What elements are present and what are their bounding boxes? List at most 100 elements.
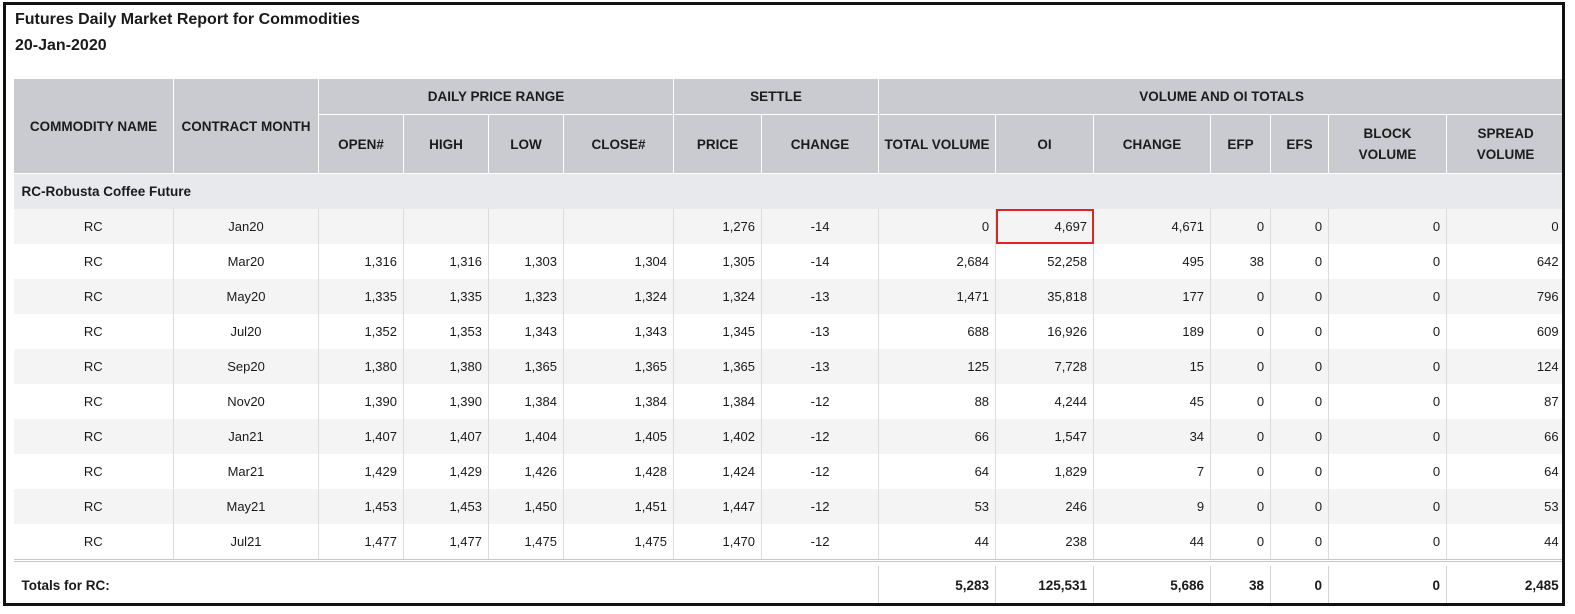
totals-oi: 125,531	[995, 566, 1095, 603]
cell-price: 1,470	[673, 524, 763, 561]
table-row: RC Mar20 1,316 1,316 1,303 1,304 1,305 -14 2,684…	[13, 244, 1562, 279]
cell-high: 1,453	[403, 489, 489, 524]
cell-efs: 0	[1270, 279, 1330, 314]
cell-efp: 38	[1210, 244, 1272, 279]
table-row: RC Jan20 1,276 -14 0 4,697 4,671 0 0 0 0	[13, 209, 1562, 244]
table-row: RC Jul21 1,477 1,477 1,475 1,475 1,470 -12 44 238…	[13, 524, 1562, 561]
cell-oi: 7,728	[995, 349, 1095, 384]
cell-total-volume: 1,471	[878, 279, 997, 314]
cell-commodity-name: RC	[13, 314, 174, 349]
cell-close: 1,405	[563, 419, 675, 454]
cell-close: 1,365	[563, 349, 675, 384]
cell-high: 1,390	[403, 384, 489, 419]
header-oi-change: CHANGE	[1093, 114, 1212, 174]
cell-change: -13	[761, 314, 880, 349]
cell-price: 1,345	[673, 314, 763, 349]
cell-spread-volume: 124	[1446, 349, 1562, 384]
cell-oi: 4,697	[995, 209, 1095, 244]
cell-block-volume: 0	[1328, 314, 1448, 349]
cell-spread-volume: 87	[1446, 384, 1562, 419]
cell-efs: 0	[1270, 384, 1330, 419]
cell-commodity-name: RC	[13, 279, 174, 314]
header-efs: EFS	[1270, 114, 1330, 174]
cell-high: 1,477	[403, 524, 489, 561]
cell-commodity-name: RC	[13, 419, 174, 454]
cell-low: 1,404	[488, 419, 564, 454]
cell-low: 1,365	[488, 349, 564, 384]
cell-contract-month: Mar20	[173, 244, 319, 279]
cell-commodity-name: RC	[13, 454, 174, 489]
cell-price: 1,447	[673, 489, 763, 524]
cell-total-volume: 688	[878, 314, 997, 349]
cell-price: 1,424	[673, 454, 763, 489]
cell-close: 1,428	[563, 454, 675, 489]
cell-efp: 0	[1210, 489, 1272, 524]
cell-contract-month: May20	[173, 279, 319, 314]
header-volume-oi-totals: VOLUME AND OI TOTALS	[878, 78, 1562, 115]
cell-commodity-name: RC	[13, 524, 174, 561]
cell-low: 1,384	[488, 384, 564, 419]
cell-open: 1,453	[318, 489, 404, 524]
cell-high: 1,380	[403, 349, 489, 384]
cell-contract-month: May21	[173, 489, 319, 524]
cell-change: -12	[761, 524, 880, 561]
cell-efp: 0	[1210, 314, 1272, 349]
header-close: CLOSE#	[562, 114, 675, 174]
totals-total-volume: 5,283	[878, 566, 997, 603]
cell-oi-change: 9	[1093, 489, 1212, 524]
cell-oi-change: 34	[1093, 419, 1212, 454]
cell-contract-month: Nov20	[173, 384, 319, 419]
totals-label: Totals for RC:	[13, 566, 880, 603]
cell-total-volume: 66	[878, 419, 997, 454]
cell-change: -14	[761, 244, 880, 279]
report-date: 20-Jan-2020	[15, 37, 107, 54]
cell-high: 1,407	[403, 419, 489, 454]
cell-high: 1,335	[403, 279, 489, 314]
cell-close: 1,324	[563, 279, 675, 314]
cell-high: 1,353	[403, 314, 489, 349]
cell-efs: 0	[1270, 349, 1330, 384]
cell-block-volume: 0	[1328, 384, 1448, 419]
cell-oi-change: 177	[1093, 279, 1212, 314]
cell-spread-volume: 642	[1446, 244, 1562, 279]
cell-total-volume: 125	[878, 349, 997, 384]
cell-open: 1,335	[318, 279, 404, 314]
cell-change: -14	[761, 209, 880, 244]
cell-efs: 0	[1270, 524, 1330, 561]
cell-oi-change: 495	[1093, 244, 1212, 279]
report-title: Futures Daily Market Report for Commodit…	[15, 11, 360, 28]
totals-row: Totals for RC: 5,283 125,531 5,686 38 0 …	[13, 566, 1562, 603]
cell-oi: 35,818	[995, 279, 1095, 314]
cell-price: 1,305	[673, 244, 763, 279]
cell-contract-month: Jan21	[173, 419, 319, 454]
cell-change: -12	[761, 454, 880, 489]
table-row: RC May20 1,335 1,335 1,323 1,324 1,324 -13 1,471…	[13, 279, 1562, 314]
group-label: RC-Robusta Coffee Future	[13, 173, 1562, 209]
header-settle: SETTLE	[673, 78, 880, 115]
header-oi: OI	[995, 114, 1095, 174]
cell-contract-month: Jan20	[173, 209, 319, 244]
cell-close: 1,451	[563, 489, 675, 524]
cell-commodity-name: RC	[13, 244, 174, 279]
cell-block-volume: 0	[1328, 244, 1448, 279]
cell-efs: 0	[1270, 314, 1330, 349]
cell-low: 1,426	[488, 454, 564, 489]
cell-block-volume: 0	[1328, 454, 1448, 489]
cell-open: 1,429	[318, 454, 404, 489]
cell-close	[563, 209, 675, 244]
cell-low: 1,475	[488, 524, 564, 561]
cell-price: 1,384	[673, 384, 763, 419]
cell-spread-volume: 796	[1446, 279, 1562, 314]
cell-low: 1,450	[488, 489, 564, 524]
cell-oi-change: 7	[1093, 454, 1212, 489]
header-commodity-name: COMMODITY NAME	[13, 78, 174, 174]
cell-total-volume: 53	[878, 489, 997, 524]
cell-low: 1,343	[488, 314, 564, 349]
cell-oi: 1,547	[995, 419, 1095, 454]
table-row: RC Jul20 1,352 1,353 1,343 1,343 1,345 -13 688 16…	[13, 314, 1562, 349]
header-spread-volume: SPREAD VOLUME	[1446, 114, 1562, 174]
cell-block-volume: 0	[1328, 489, 1448, 524]
table-row: RC Sep20 1,380 1,380 1,365 1,365 1,365 -13 125 7,…	[13, 349, 1562, 384]
header-block-volume: BLOCK VOLUME	[1328, 114, 1448, 174]
cell-spread-volume: 53	[1446, 489, 1562, 524]
